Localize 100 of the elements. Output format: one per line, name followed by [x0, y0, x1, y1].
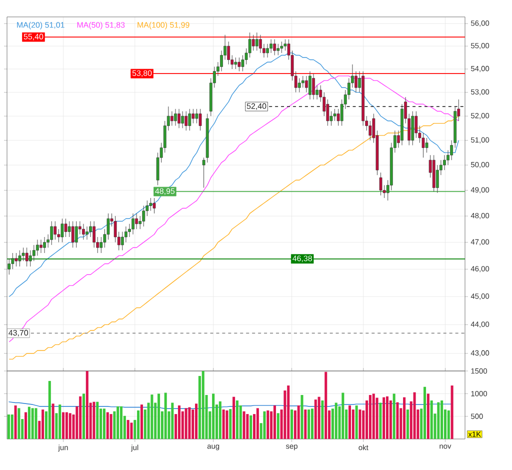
bar [212, 394, 215, 439]
bar [290, 410, 294, 439]
bar [65, 412, 68, 439]
candlestick [132, 213, 134, 235]
candlestick [152, 198, 156, 214]
bar [342, 392, 344, 439]
candlestick [18, 250, 22, 267]
bar [164, 392, 167, 439]
bar [437, 402, 440, 439]
candlestick [184, 111, 188, 131]
candlestick [259, 34, 262, 54]
bar [150, 394, 154, 439]
bar [424, 386, 426, 439]
bar [202, 370, 204, 439]
bar [246, 414, 249, 439]
bar [10, 414, 14, 439]
bar [158, 394, 160, 439]
bar [263, 411, 266, 439]
candlestick [308, 71, 312, 100]
bar [42, 410, 44, 439]
candlestick [71, 221, 74, 248]
bar [403, 397, 406, 439]
candlestick [25, 247, 28, 267]
bar [358, 410, 362, 439]
bar [79, 396, 82, 439]
bar [379, 402, 382, 439]
candlestick [198, 108, 202, 131]
bar [31, 408, 34, 439]
candlestick [192, 108, 195, 124]
bar [232, 396, 236, 439]
bar [242, 411, 246, 439]
candlestick [64, 218, 68, 238]
candlestick [301, 76, 304, 88]
bar [287, 385, 290, 439]
bar [300, 395, 304, 439]
bar [229, 409, 232, 439]
bar [14, 405, 17, 439]
bar [116, 406, 120, 439]
candlestick [425, 138, 428, 153]
bar [52, 404, 54, 439]
bar [382, 397, 386, 439]
bar [250, 415, 252, 439]
bar [236, 400, 238, 439]
candlestick [280, 41, 284, 54]
bar [413, 392, 416, 439]
bar [376, 398, 378, 439]
bar [352, 410, 354, 439]
bar [324, 372, 328, 439]
bar [368, 395, 372, 439]
bar [348, 405, 352, 439]
bar [297, 405, 300, 439]
bar [137, 410, 140, 439]
bar [102, 408, 106, 439]
bar [440, 400, 444, 439]
candlestick [298, 78, 301, 93]
candlestick [124, 226, 128, 243]
bar [24, 412, 28, 439]
candlestick [54, 221, 57, 240]
bar [430, 400, 433, 439]
bar [126, 420, 130, 439]
candlestick [188, 108, 192, 131]
bar [18, 408, 20, 439]
bar [7, 414, 10, 439]
bar [222, 410, 225, 439]
bar [321, 400, 324, 439]
bar [28, 406, 30, 439]
bar [308, 410, 310, 439]
candlestick [178, 108, 180, 128]
candlestick [60, 218, 64, 243]
candlestick [273, 39, 276, 56]
bar [276, 413, 280, 439]
candlestick [92, 221, 96, 248]
bar [318, 396, 320, 439]
bar [386, 396, 389, 439]
bar [184, 408, 188, 439]
bar [426, 394, 430, 439]
candlestick [43, 236, 46, 254]
bar [389, 400, 392, 439]
bar [110, 414, 112, 439]
bar [82, 394, 85, 439]
bar [406, 410, 409, 439]
bar [130, 422, 133, 439]
bar [314, 400, 317, 439]
candlestick [305, 76, 308, 93]
candlestick [312, 73, 315, 100]
bar [195, 404, 198, 439]
bar [310, 408, 314, 439]
candlestick [238, 57, 241, 72]
bar [140, 404, 143, 439]
bar [256, 408, 259, 439]
candlestick [379, 172, 382, 196]
candlestick [174, 108, 177, 126]
bar [34, 408, 38, 439]
candlestick [36, 239, 39, 256]
candlestick [266, 44, 269, 58]
bar [450, 385, 454, 439]
candlestick [74, 221, 78, 248]
bar [58, 404, 62, 439]
bar [226, 410, 228, 439]
candlestick [270, 39, 272, 54]
